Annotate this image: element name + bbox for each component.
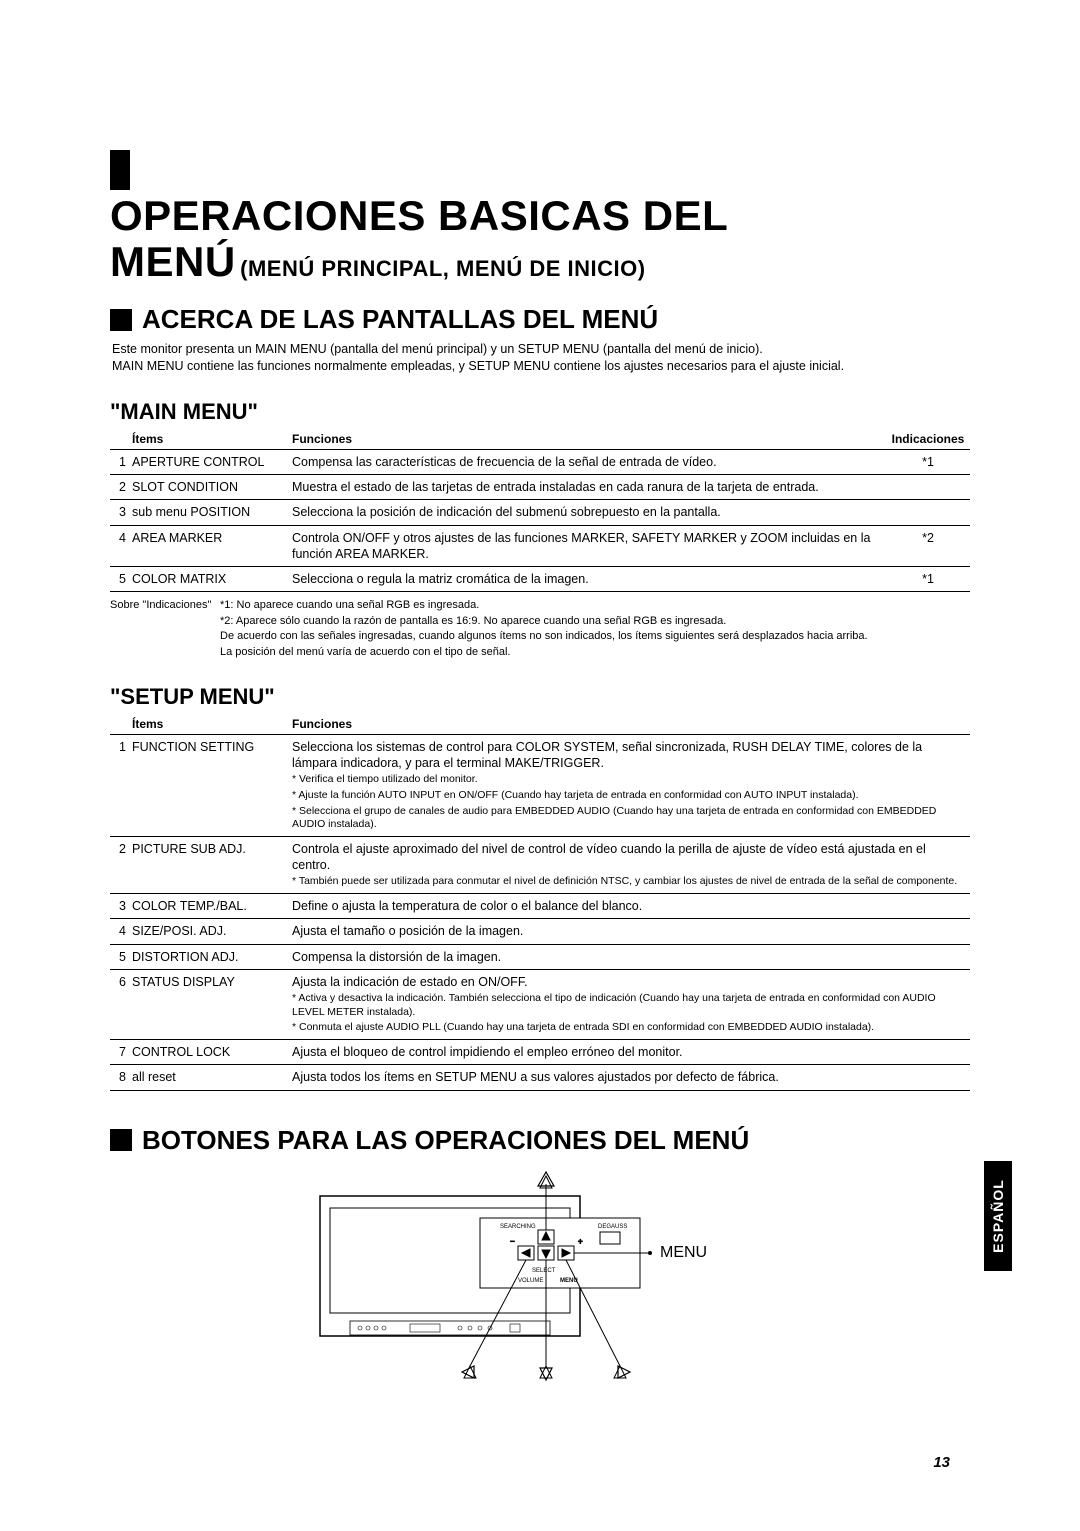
table-row: 3sub menu POSITIONSelecciona la posición…	[110, 500, 970, 525]
col-items2: Ítems	[132, 714, 292, 735]
col-ind: Indicaciones	[890, 429, 970, 450]
intro-text: Este monitor presenta un MAIN MENU (pant…	[110, 341, 970, 375]
main-title-line2: MENÚ (MENÚ PRINCIPAL, MENÚ DE INICIO)	[110, 238, 970, 286]
main-menu-notes: Sobre "Indicaciones" *1: No aparece cuan…	[110, 598, 970, 660]
table-row: 2SLOT CONDITIONMuestra el estado de las …	[110, 475, 970, 500]
section-heading-about: ACERCA DE LAS PANTALLAS DEL MENÚ	[110, 304, 970, 335]
title-word: MENÚ	[110, 238, 236, 285]
table-row: 7CONTROL LOCKAjusta el bloqueo de contro…	[110, 1040, 970, 1065]
about-ind-label: Sobre "Indicaciones"	[110, 598, 220, 660]
setup-menu-table: Ítems Funciones 1FUNCTION SETTINGSelecci…	[110, 714, 970, 1091]
table-row: 4SIZE/POSI. ADJ.Ajusta el tamaño o posic…	[110, 919, 970, 944]
square-bullet-icon	[110, 1129, 132, 1151]
table-row: 1FUNCTION SETTINGSelecciona los sistemas…	[110, 734, 970, 836]
col-items: Ítems	[132, 429, 292, 450]
section-heading-buttons: BOTONES PARA LAS OPERACIONES DEL MENÚ	[110, 1125, 970, 1156]
setup-menu-heading: "SETUP MENU"	[110, 684, 970, 710]
section-heading-text: ACERCA DE LAS PANTALLAS DEL MENÚ	[142, 304, 658, 335]
section-heading-text2: BOTONES PARA LAS OPERACIONES DEL MENÚ	[142, 1125, 749, 1156]
note-star1: *1: No aparece cuando una señal RGB es i…	[220, 598, 970, 613]
table-row: 2PICTURE SUB ADJ.Controla el ajuste apro…	[110, 836, 970, 893]
diagram-menu-small: MENU	[560, 1278, 578, 1284]
intro-p1: Este monitor presenta un MAIN MENU (pant…	[112, 341, 970, 358]
square-bullet-icon	[110, 309, 132, 331]
diagram-wrap: SEARCHING DEGAUSS − + SELECT VOLUME MENU…	[110, 1166, 970, 1386]
table-row: 4AREA MARKERControla ON/OFF y otros ajus…	[110, 525, 970, 567]
col-func2: Funciones	[292, 714, 970, 735]
accent-bar	[110, 150, 130, 190]
table-row: 3COLOR TEMP./BAL.Define o ajusta la temp…	[110, 894, 970, 919]
language-tab: ESPAÑOL	[984, 1161, 1012, 1271]
page-number: 13	[933, 1454, 950, 1471]
table-row: 5COLOR MATRIXSelecciona o regula la matr…	[110, 567, 970, 592]
intro-p2: MAIN MENU contiene las funciones normalm…	[112, 358, 970, 375]
table-row: 6STATUS DISPLAYAjusta la indicación de e…	[110, 969, 970, 1039]
title-suffix: (MENÚ PRINCIPAL, MENÚ DE INICIO)	[240, 256, 645, 281]
col-func: Funciones	[292, 429, 890, 450]
note-extra2: La posición del menú varía de acuerdo co…	[220, 645, 970, 660]
table-row: 1APERTURE CONTROLCompensa las caracterís…	[110, 449, 970, 474]
table-row: 8all resetAjusta todos los ítems en SETU…	[110, 1065, 970, 1090]
main-menu-heading: "MAIN MENU"	[110, 399, 970, 425]
svg-text:−: −	[510, 1237, 515, 1246]
diagram-volume: SELECT	[532, 1268, 556, 1274]
monitor-diagram: SEARCHING DEGAUSS − + SELECT VOLUME MENU…	[300, 1166, 780, 1386]
diagram-degauss: DEGAUSS	[598, 1224, 627, 1230]
main-title-line1: OPERACIONES BASICAS DEL	[110, 194, 970, 238]
svg-text:VOLUME: VOLUME	[518, 1278, 543, 1284]
diagram-menu-label: MENU	[660, 1244, 707, 1261]
table-row: 5DISTORTION ADJ.Compensa la distorsión d…	[110, 944, 970, 969]
diagram-searching: SEARCHING	[500, 1224, 536, 1230]
note-star2: *2: Aparece sólo cuando la razón de pant…	[220, 614, 970, 629]
note-extra1: De acuerdo con las señales ingresadas, c…	[220, 629, 970, 644]
main-menu-table: Ítems Funciones Indicaciones 1APERTURE C…	[110, 429, 970, 593]
svg-text:+: +	[578, 1237, 583, 1246]
